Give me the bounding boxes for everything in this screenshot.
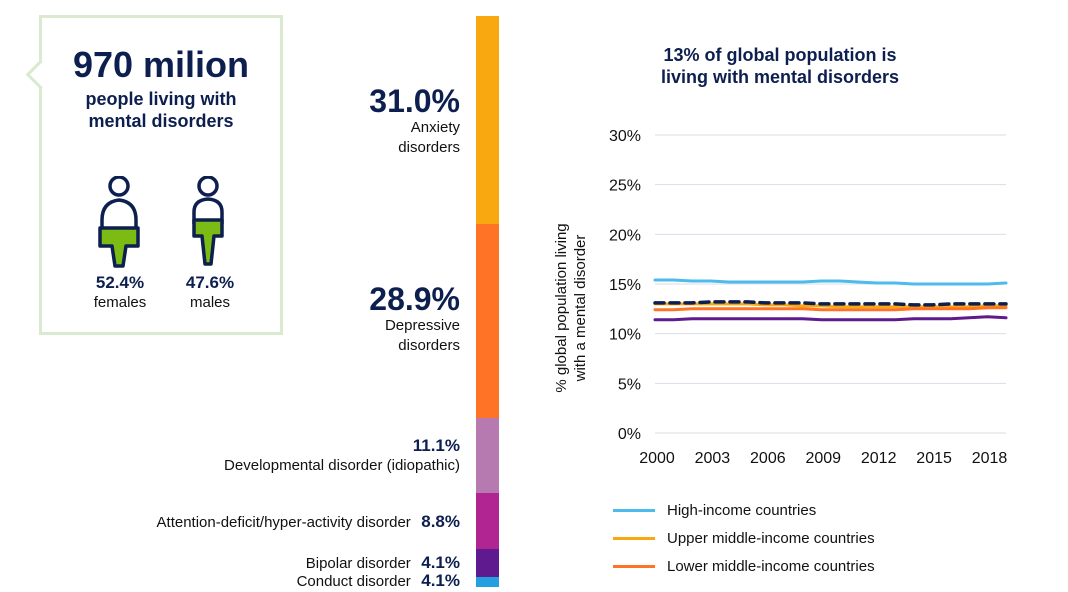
y-tick-label: 5% bbox=[618, 376, 641, 393]
developmental-name: Developmental disorder (idiopathic) bbox=[224, 457, 460, 474]
x-tick-label: 2012 bbox=[861, 450, 897, 467]
x-tick-label: 2015 bbox=[916, 450, 952, 467]
y-tick-label: 10% bbox=[609, 327, 641, 344]
headline-number: 970 milion bbox=[72, 44, 250, 85]
y-tick-label: 15% bbox=[609, 277, 641, 294]
depressive-percent: 28.9% bbox=[369, 281, 460, 317]
headline-subtitle-line1: people living with bbox=[85, 89, 237, 109]
developmental-segment bbox=[476, 418, 499, 493]
depressive-name-line1: Depressive bbox=[384, 317, 460, 334]
y-axis-label-line2: with a mental disorder bbox=[572, 235, 589, 383]
adhd-percent: 8.8% bbox=[421, 512, 460, 531]
depressive-name-line2: disorders bbox=[398, 337, 460, 354]
female-icon bbox=[98, 176, 140, 268]
legend-item-lower-middle: Lower middle-income countries bbox=[613, 555, 875, 577]
series-line-4 bbox=[653, 300, 1008, 307]
conduct-label: Conduct disorder 4.1% bbox=[297, 571, 460, 592]
series-line-3 bbox=[653, 315, 1008, 322]
bipolar-percent: 4.1% bbox=[421, 553, 460, 572]
anxiety-segment bbox=[476, 16, 499, 224]
headline-subtitle: people living with mental disorders bbox=[42, 88, 280, 132]
conduct-percent: 4.1% bbox=[421, 571, 460, 590]
bipolar-segment bbox=[476, 549, 499, 577]
females-label: females bbox=[93, 294, 147, 311]
depressive-label: 28.9% Depressive disorders bbox=[369, 282, 460, 356]
y-tick-label: 0% bbox=[618, 426, 641, 443]
females-percent: 52.4% bbox=[95, 273, 145, 292]
anxiety-name-line2: disorders bbox=[398, 139, 460, 156]
series-lines bbox=[653, 278, 1008, 322]
adhd-label: Attention-deficit/hyper-activity disorde… bbox=[157, 512, 460, 533]
legend-swatch-upper-middle bbox=[613, 536, 655, 540]
legend-item-high-income: High-income countries bbox=[613, 499, 816, 521]
adhd-name: Attention-deficit/hyper-activity disorde… bbox=[156, 514, 411, 531]
males-percent: 47.6% bbox=[185, 273, 235, 292]
legend-label-upper-middle: Upper middle-income countries bbox=[667, 529, 875, 547]
series-line-0 bbox=[653, 278, 1008, 286]
headline-subtitle-line2: mental disorders bbox=[88, 111, 234, 131]
males-label: males bbox=[189, 294, 230, 311]
anxiety-label: 31.0% Anxiety disorders bbox=[369, 84, 460, 158]
y-tick-labels: 0% 5% 10% 15% 20% 25% 30% bbox=[609, 128, 641, 443]
legend-label-lower-middle: Lower middle-income countries bbox=[667, 557, 875, 575]
bipolar-label: Bipolar disorder 4.1% bbox=[306, 553, 460, 574]
chart-title-line1: 13% of global population is bbox=[663, 45, 897, 65]
x-tick-label: 2006 bbox=[750, 450, 786, 467]
developmental-label: 11.1% Developmental disorder (idiopathic… bbox=[224, 436, 460, 476]
developmental-percent: 11.1% bbox=[412, 436, 460, 455]
x-tick-labels: 2000 2003 2006 2009 2012 2015 2018 bbox=[639, 450, 1007, 467]
bipolar-name: Bipolar disorder bbox=[305, 555, 411, 572]
y-tick-label: 25% bbox=[609, 178, 641, 195]
legend-swatch-lower-middle bbox=[613, 564, 655, 568]
legend-item-upper-middle: Upper middle-income countries bbox=[613, 527, 875, 549]
anxiety-name-line1: Anxiety bbox=[410, 119, 460, 136]
chart-title-line2: living with mental disorders bbox=[660, 67, 900, 87]
conduct-name: Conduct disorder bbox=[296, 573, 411, 590]
y-axis-label-line1: % global population living bbox=[553, 223, 570, 392]
conduct-segment bbox=[476, 577, 499, 587]
male-icon bbox=[192, 176, 224, 266]
x-tick-label: 2018 bbox=[972, 450, 1008, 467]
series-line-2 bbox=[653, 306, 1008, 312]
y-tick-label: 20% bbox=[609, 227, 641, 244]
series-line-1 bbox=[653, 302, 1008, 309]
line-chart: 0% 5% 10% 15% 20% 25% 30% 2000 2003 2006 2009 2012… bbox=[553, 128, 1008, 467]
legend-label-high-income: High-income countries bbox=[667, 501, 817, 519]
x-tick-label: 2000 bbox=[639, 450, 675, 467]
legend-swatch-high-income bbox=[613, 508, 655, 512]
anxiety-percent: 31.0% bbox=[369, 83, 460, 119]
y-tick-label: 30% bbox=[609, 128, 641, 145]
x-tick-label: 2003 bbox=[695, 450, 731, 467]
x-tick-label: 2009 bbox=[805, 450, 841, 467]
adhd-segment bbox=[476, 493, 499, 549]
summary-card: 970 milion people living with mental dis… bbox=[25, 15, 283, 335]
chart-title: 13% of global population is living with … bbox=[610, 44, 950, 88]
depressive-segment bbox=[476, 224, 499, 418]
